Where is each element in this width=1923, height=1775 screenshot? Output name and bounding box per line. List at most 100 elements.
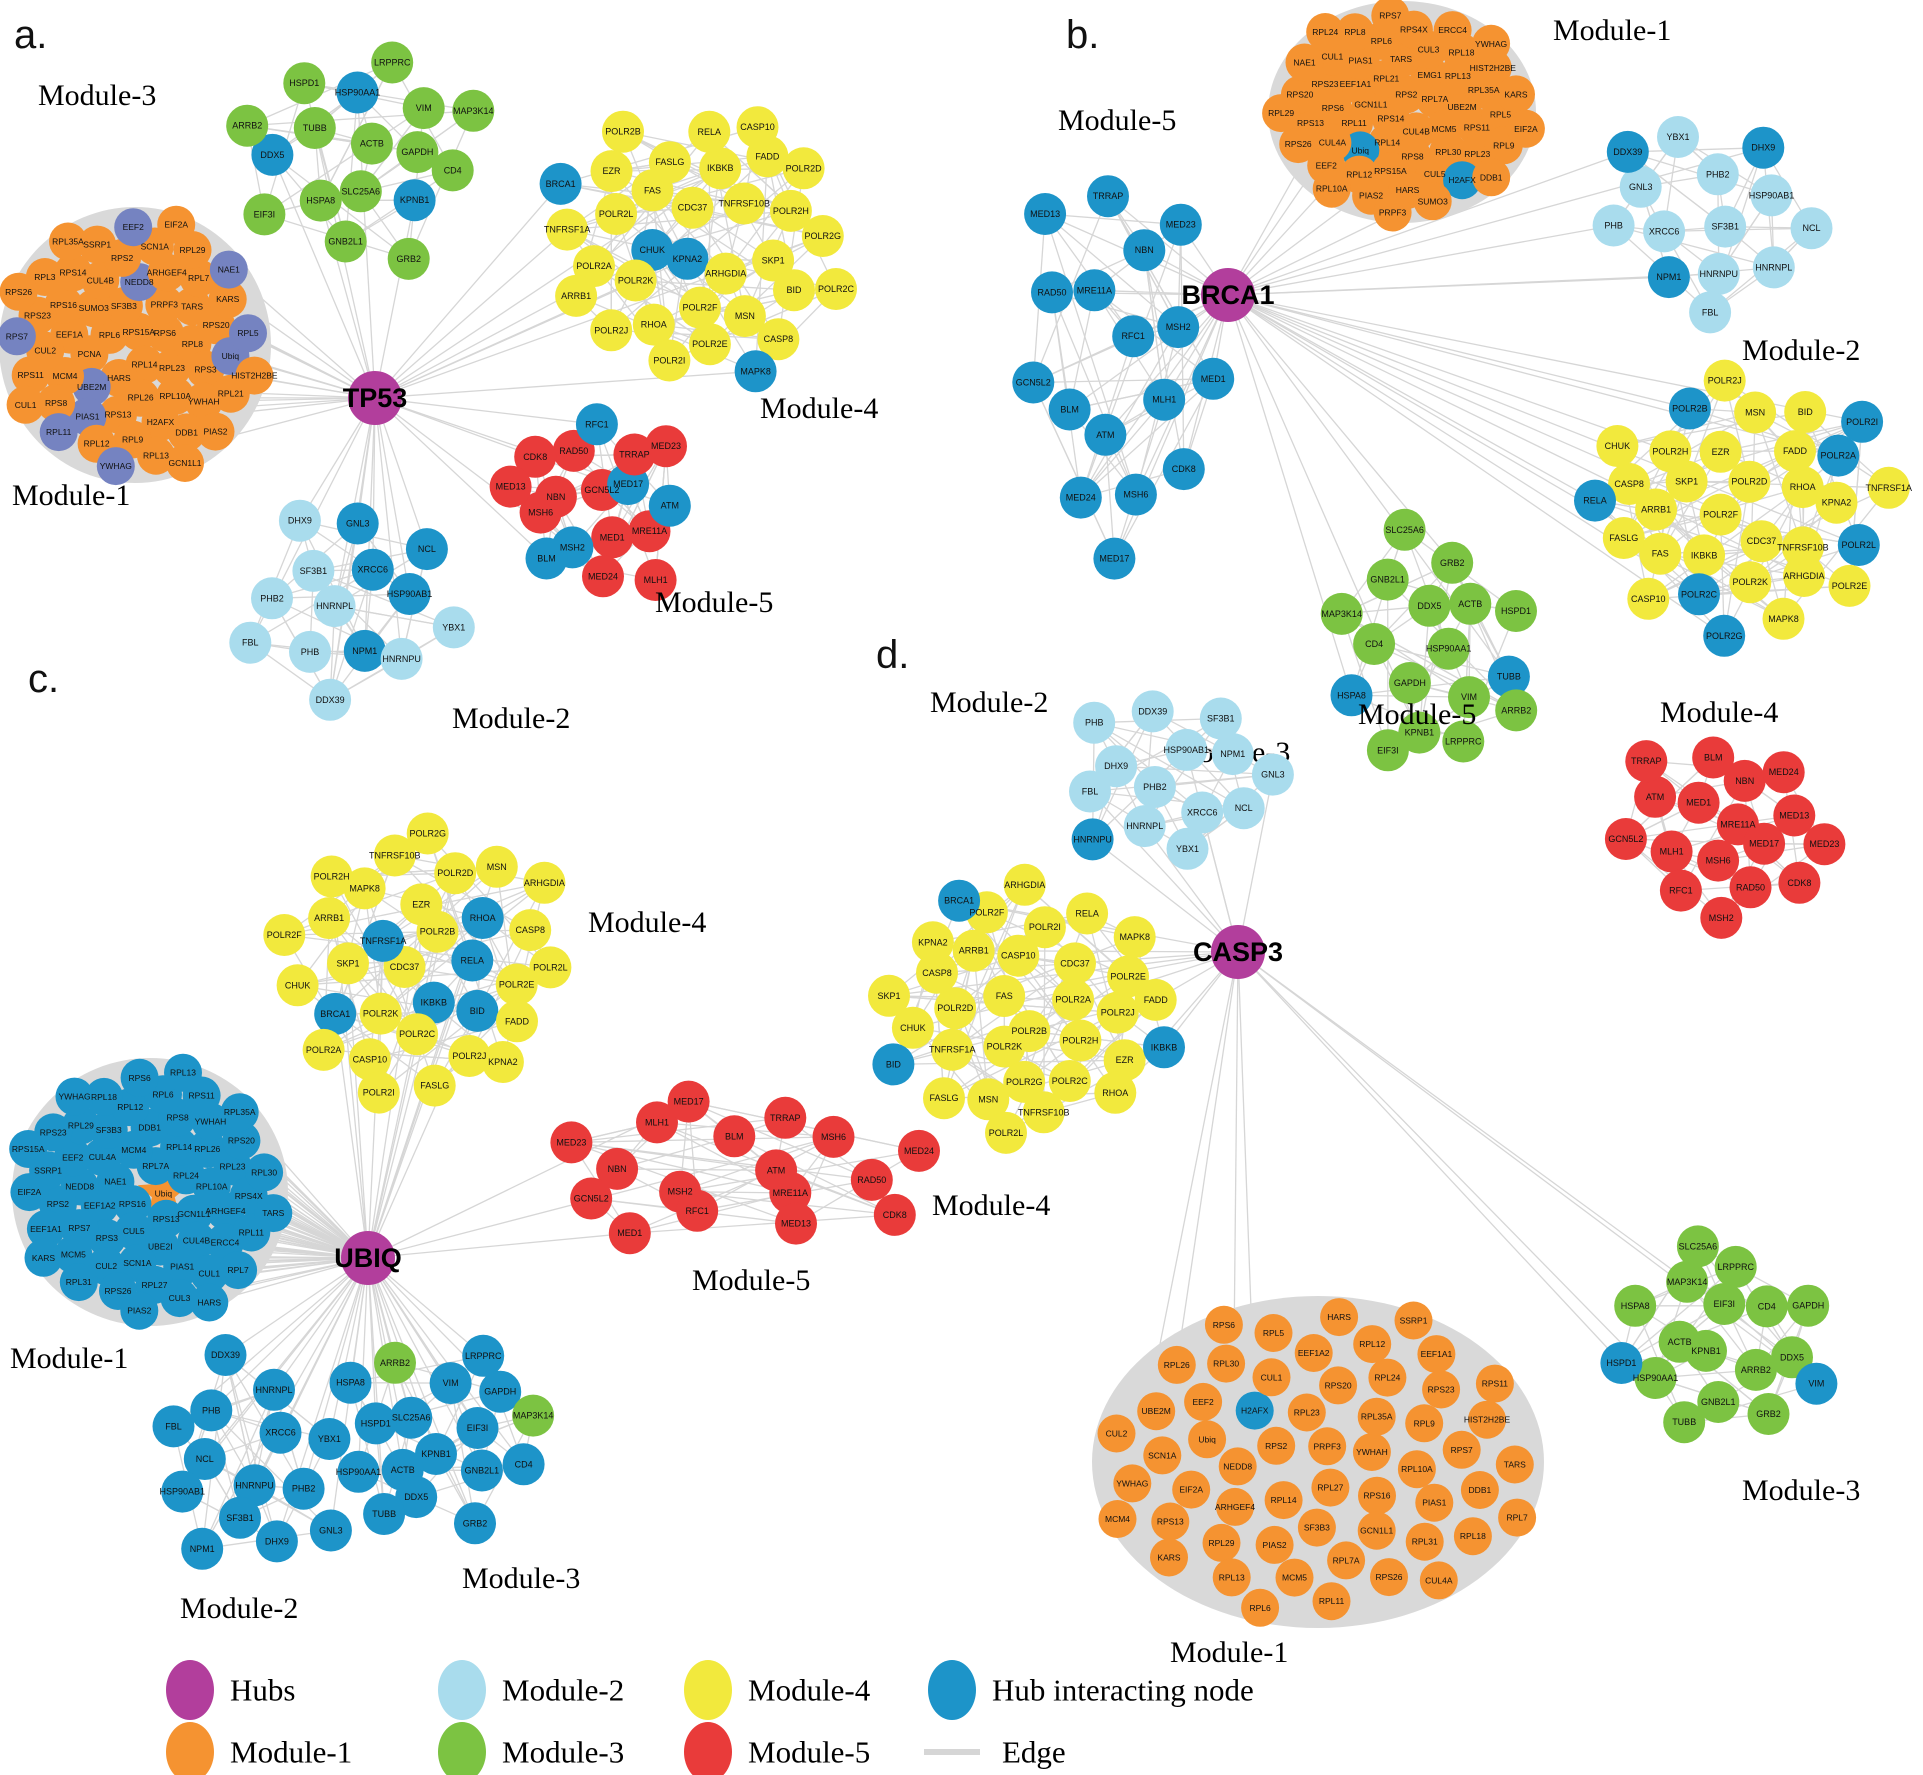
- gene-node[interactable]: [400, 883, 443, 926]
- gene-node[interactable]: [1107, 955, 1150, 998]
- gene-node[interactable]: [309, 1509, 352, 1552]
- gene-node[interactable]: [313, 585, 356, 628]
- gene-node[interactable]: [773, 269, 815, 312]
- gene-node[interactable]: [1696, 153, 1739, 196]
- gene-node[interactable]: [1371, 0, 1410, 35]
- gene-node[interactable]: [1133, 766, 1176, 808]
- gene-node[interactable]: [1216, 1487, 1254, 1526]
- gene-node[interactable]: [1368, 1358, 1407, 1397]
- gene-node[interactable]: [1123, 805, 1166, 848]
- gene-node[interactable]: [1703, 359, 1746, 402]
- gene-node[interactable]: [595, 193, 638, 235]
- gene-node[interactable]: [1602, 517, 1645, 559]
- gene-node[interactable]: [1052, 978, 1095, 1021]
- gene-node[interactable]: [1311, 1468, 1350, 1507]
- gene-node[interactable]: [396, 1013, 439, 1056]
- gene-node[interactable]: [181, 1527, 224, 1570]
- gene-node[interactable]: [456, 989, 499, 1032]
- gene-node[interactable]: [596, 1147, 639, 1190]
- gene-node[interactable]: [387, 237, 430, 280]
- gene-node[interactable]: [1606, 130, 1649, 173]
- gene-node[interactable]: [1453, 1517, 1492, 1556]
- gene-node[interactable]: [354, 1402, 397, 1445]
- gene-node[interactable]: [1728, 460, 1771, 503]
- gene-node[interactable]: [1319, 1366, 1358, 1405]
- gene-node[interactable]: [1487, 655, 1530, 698]
- gene-node[interactable]: [1071, 818, 1114, 861]
- gene-node[interactable]: [1657, 116, 1699, 158]
- gene-node[interactable]: [452, 89, 495, 132]
- gene-node[interactable]: [1218, 1447, 1257, 1486]
- gene-node[interactable]: [1743, 822, 1786, 865]
- gene-node[interactable]: [1048, 1060, 1091, 1102]
- gene-node[interactable]: [525, 537, 568, 580]
- gene-node[interactable]: [190, 1283, 229, 1322]
- gene-node[interactable]: [1498, 1498, 1537, 1537]
- gene-node[interactable]: [1419, 1561, 1458, 1600]
- gene-node[interactable]: [1093, 537, 1136, 580]
- gene-node[interactable]: [374, 1341, 416, 1384]
- gene-node[interactable]: [757, 318, 800, 361]
- gene-node[interactable]: [462, 1334, 505, 1377]
- gene-node[interactable]: [1353, 1325, 1392, 1364]
- gene-node[interactable]: [1703, 1283, 1746, 1325]
- gene-node[interactable]: [1740, 520, 1783, 563]
- gene-node[interactable]: [752, 239, 795, 282]
- gene-node[interactable]: [339, 170, 382, 213]
- gene-node[interactable]: [1181, 791, 1224, 834]
- gene-node[interactable]: [634, 559, 677, 601]
- gene-node[interactable]: [1803, 823, 1846, 866]
- gene-node[interactable]: [359, 992, 402, 1035]
- gene-node[interactable]: [1366, 729, 1409, 772]
- gene-node[interactable]: [1202, 1523, 1241, 1562]
- gene-node[interactable]: [432, 606, 475, 649]
- gene-node[interactable]: [183, 1438, 226, 1480]
- hub-node[interactable]: [348, 371, 402, 425]
- gene-node[interactable]: [801, 215, 844, 257]
- gene-node[interactable]: [812, 1115, 855, 1158]
- gene-node[interactable]: [1059, 1019, 1102, 1062]
- gene-node[interactable]: [1417, 1335, 1456, 1374]
- gene-node[interactable]: [1762, 751, 1805, 794]
- gene-node[interactable]: [1069, 770, 1111, 813]
- gene-node[interactable]: [1750, 174, 1793, 217]
- gene-node[interactable]: [1778, 861, 1821, 904]
- gene-node[interactable]: [1285, 43, 1324, 82]
- gene-node[interactable]: [1054, 942, 1096, 985]
- gene-node[interactable]: [1495, 689, 1538, 732]
- gene-node[interactable]: [120, 1058, 159, 1097]
- gene-node[interactable]: [1495, 1445, 1534, 1484]
- gene-node[interactable]: [152, 1405, 195, 1448]
- gene-node[interactable]: [1166, 827, 1209, 870]
- gene-node[interactable]: [1254, 1314, 1293, 1352]
- gene-node[interactable]: [591, 516, 634, 559]
- gene-node[interactable]: [872, 1043, 915, 1086]
- gene-node[interactable]: [251, 577, 293, 620]
- gene-node[interactable]: [329, 1361, 372, 1404]
- gene-node[interactable]: [1165, 728, 1208, 771]
- gene-node[interactable]: [1012, 361, 1055, 404]
- gene-node[interactable]: [337, 1450, 380, 1493]
- gene-node[interactable]: [1692, 736, 1735, 779]
- gene-node[interactable]: [1837, 524, 1880, 566]
- gene-node[interactable]: [1059, 476, 1102, 519]
- gene-node[interactable]: [405, 528, 448, 571]
- gene-node[interactable]: [145, 285, 184, 324]
- gene-node[interactable]: [632, 303, 675, 346]
- gene-node[interactable]: [1192, 357, 1235, 400]
- gene-node[interactable]: [1574, 479, 1616, 522]
- gene-node[interactable]: [782, 147, 825, 190]
- gene-node[interactable]: [1123, 229, 1166, 272]
- gene-node[interactable]: [1596, 425, 1639, 467]
- gene-node[interactable]: [1677, 781, 1720, 824]
- gene-node[interactable]: [723, 295, 766, 338]
- gene-node[interactable]: [1235, 1391, 1274, 1430]
- gene-node[interactable]: [1366, 558, 1409, 601]
- gene-node[interactable]: [1703, 614, 1746, 657]
- gene-node[interactable]: [1073, 269, 1116, 312]
- gene-node[interactable]: [454, 1502, 496, 1545]
- hub-node[interactable]: [341, 1231, 395, 1285]
- gene-node[interactable]: [602, 110, 644, 153]
- gene-node[interactable]: [190, 1254, 229, 1293]
- gene-node[interactable]: [1415, 1483, 1454, 1522]
